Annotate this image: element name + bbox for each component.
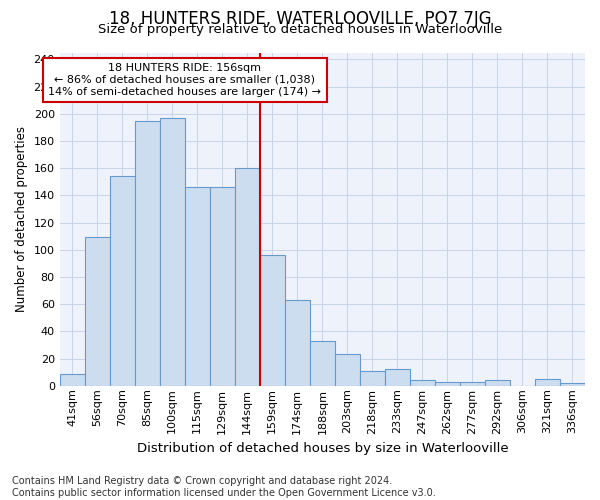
Y-axis label: Number of detached properties: Number of detached properties [15, 126, 28, 312]
Bar [535, 379, 560, 386]
Bar [85, 238, 110, 386]
Bar [335, 354, 360, 386]
Bar [59, 374, 85, 386]
Bar [460, 382, 485, 386]
Bar [360, 371, 385, 386]
Text: 18 HUNTERS RIDE: 156sqm
← 86% of detached houses are smaller (1,038)
14% of semi: 18 HUNTERS RIDE: 156sqm ← 86% of detache… [48, 64, 321, 96]
Bar [185, 187, 210, 386]
Bar [435, 382, 460, 386]
Bar [310, 341, 335, 386]
Bar [110, 176, 135, 386]
Bar [560, 383, 585, 386]
Bar [410, 380, 435, 386]
Bar [485, 380, 510, 386]
Bar [285, 300, 310, 386]
Bar [135, 120, 160, 386]
Bar [260, 255, 285, 386]
Text: Contains HM Land Registry data © Crown copyright and database right 2024.
Contai: Contains HM Land Registry data © Crown c… [12, 476, 436, 498]
Text: Size of property relative to detached houses in Waterlooville: Size of property relative to detached ho… [98, 22, 502, 36]
Bar [235, 168, 260, 386]
Bar [210, 187, 235, 386]
Bar [160, 118, 185, 386]
X-axis label: Distribution of detached houses by size in Waterlooville: Distribution of detached houses by size … [137, 442, 508, 455]
Bar [385, 370, 410, 386]
Text: 18, HUNTERS RIDE, WATERLOOVILLE, PO7 7JG: 18, HUNTERS RIDE, WATERLOOVILLE, PO7 7JG [109, 10, 491, 28]
